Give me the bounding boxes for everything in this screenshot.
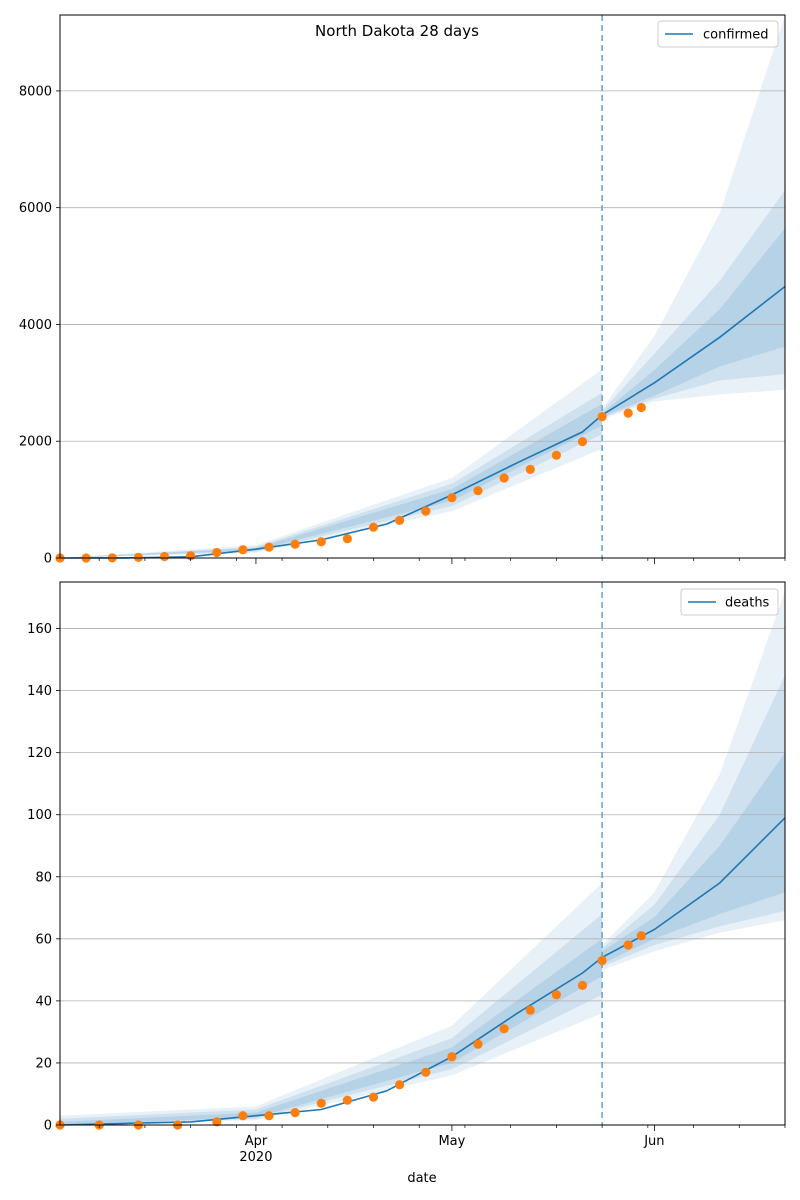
confirmed-observed-point — [264, 542, 274, 552]
confirmed-observed-point — [368, 522, 379, 532]
deaths-uncertainty-bands — [60, 591, 785, 1125]
deaths-y-tick-label: 40 — [35, 994, 52, 1009]
deaths-observed-point — [623, 940, 633, 950]
deaths-observed-point — [264, 1111, 274, 1121]
deaths-gridlines — [60, 628, 785, 1064]
chart-title: North Dakota 28 days — [315, 22, 479, 40]
confirmed-y-tick-label: 4000 — [19, 318, 52, 333]
confirmed-observed-point — [577, 437, 588, 447]
x-tick-year-label: 2020 — [239, 1150, 272, 1165]
deaths-observed-point — [473, 1039, 483, 1049]
confirmed-band-outer-forecast — [602, 15, 785, 419]
confirmed-observed-point — [473, 486, 483, 496]
deaths-observed-point — [421, 1067, 431, 1077]
confirmed-axes-frame — [59, 14, 786, 559]
confirmed-band-inner-fit — [60, 403, 603, 558]
deaths-observed-point — [342, 1095, 352, 1105]
deaths-band-middle-forecast — [602, 675, 785, 967]
x-tick-label: Apr — [245, 1134, 268, 1149]
deaths-band-inner-forecast — [602, 752, 785, 964]
confirmed-legend: confirmed — [657, 20, 779, 48]
confirmed-observed-point — [316, 537, 326, 547]
deaths-y-tick-label: 160 — [27, 622, 52, 637]
confirmed-observed-point — [238, 545, 248, 555]
deaths-observed-point — [577, 980, 588, 991]
deaths-y-ticks: 0 20 40 60 80 100 120 140 160 — [27, 622, 60, 1134]
confirmed-uncertainty-bands — [60, 15, 785, 558]
deaths-band-outer-fit — [60, 883, 603, 1125]
confirmed-x-ticks — [98, 558, 786, 564]
deaths-y-tick-label: 100 — [27, 808, 52, 823]
deaths-legend: deaths — [680, 588, 779, 616]
confirmed-band-outer-fit — [60, 369, 603, 558]
confirmed-observed-point — [159, 551, 170, 562]
confirmed-legend-label: confirmed — [703, 28, 769, 43]
deaths-y-tick-label: 0 — [44, 1119, 52, 1134]
deaths-y-tick-label: 120 — [27, 746, 52, 761]
confirmed-observed-point — [133, 552, 143, 563]
deaths-band-inner-fit — [60, 938, 603, 1125]
deaths-observed-point — [290, 1108, 300, 1118]
x-tick-label: Jun — [643, 1134, 664, 1149]
confirmed-observed-point — [551, 450, 562, 460]
confirmed-y-ticks: 0 2000 4000 6000 8000 — [19, 84, 60, 567]
confirmed-observed-point — [597, 412, 607, 422]
deaths-band-middle-fit — [60, 914, 603, 1125]
confirmed-y-tick-label: 8000 — [19, 84, 52, 99]
deaths-observed-point — [636, 931, 646, 941]
confirmed-observed-point — [525, 464, 535, 474]
confirmed-y-tick-label: 6000 — [19, 201, 52, 216]
confirmed-observed-point — [499, 473, 509, 483]
confirmed-observed-point — [623, 408, 633, 418]
deaths-y-tick-label: 140 — [27, 684, 52, 699]
confirmed-band-inner-forecast — [602, 228, 785, 417]
confirmed-y-tick-label: 0 — [44, 552, 52, 567]
deaths-observed-point — [316, 1098, 326, 1108]
deaths-y-tick-label: 60 — [35, 932, 52, 947]
deaths-observed-points — [55, 931, 646, 1130]
confirmed-observed-point — [395, 515, 405, 526]
confirmed-band-middle-forecast — [602, 190, 785, 418]
deaths-observed-point — [525, 1005, 535, 1015]
deaths-observed-point — [212, 1117, 222, 1127]
deaths-observed-point — [368, 1092, 379, 1102]
confirmed-gridlines — [60, 90, 785, 442]
deaths-y-tick-label: 80 — [35, 870, 52, 885]
confirmed-observed-point — [212, 547, 222, 558]
deaths-observed-point — [551, 990, 562, 1000]
confirmed-band-middle-fit — [60, 392, 603, 558]
deaths-legend-label: deaths — [725, 596, 770, 611]
deaths-observed-point — [238, 1111, 248, 1121]
confirmed-legend-box — [657, 20, 779, 48]
confirmed-observed-point — [342, 534, 352, 544]
confirmed-panel: 0 2000 4000 6000 8000 North Dakota 28 days c… — [19, 14, 786, 567]
x-axis-label: date — [407, 1171, 436, 1186]
deaths-y-tick-label: 20 — [35, 1056, 52, 1071]
deaths-band-outer-forecast — [602, 591, 785, 970]
confirmed-observed-point — [290, 539, 300, 549]
deaths-observed-point — [499, 1024, 509, 1034]
deaths-observed-point — [395, 1080, 405, 1090]
confirmed-observed-point — [636, 402, 646, 413]
confirmed-y-tick-label: 2000 — [19, 435, 52, 450]
deaths-axes-frame — [59, 581, 786, 1126]
deaths-observed-point — [597, 955, 607, 966]
deaths-legend-box — [680, 588, 779, 616]
confirmed-observed-point — [421, 506, 431, 516]
deaths-observed-point — [447, 1052, 457, 1062]
x-tick-label: May — [438, 1134, 465, 1149]
confirmed-observed-point — [447, 493, 457, 503]
